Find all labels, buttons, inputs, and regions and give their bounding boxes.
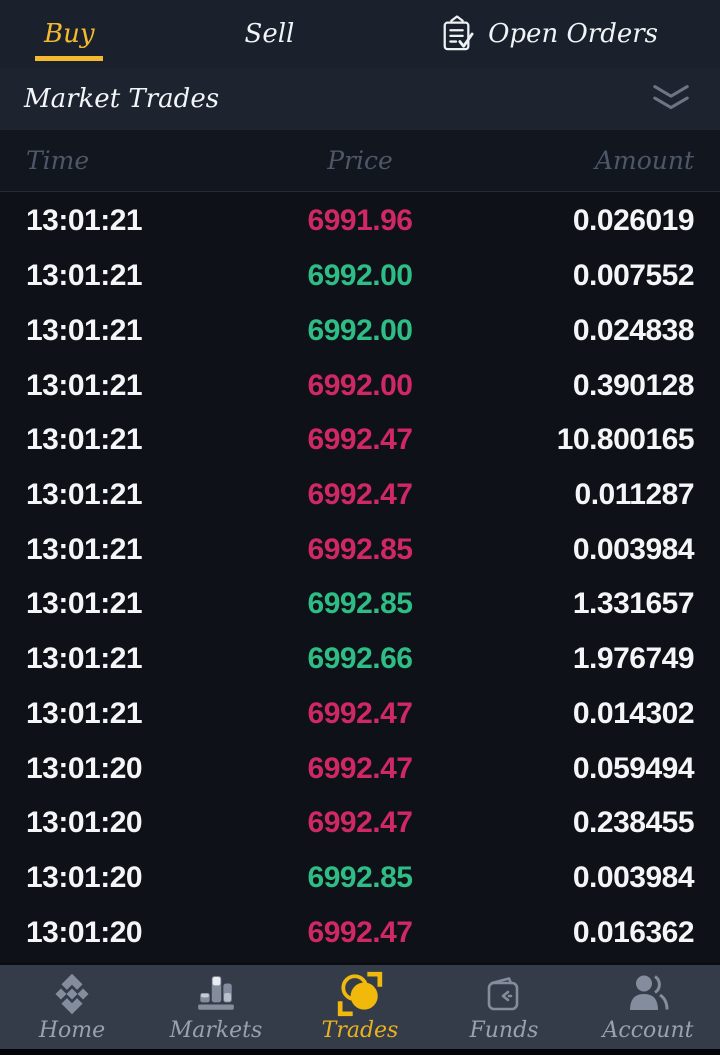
trade-time: 13:01:21: [26, 642, 143, 676]
trade-price: 6992.47: [307, 751, 413, 785]
trade-time: 13:01:21: [26, 368, 143, 402]
trade-time: 13:01:21: [26, 313, 143, 347]
trade-time: 13:01:21: [26, 532, 143, 566]
trade-time: 13:01:20: [26, 806, 143, 840]
nav-label: Home: [38, 1018, 106, 1043]
binance-logo-icon: [49, 972, 95, 1016]
open-orders-icon: [443, 15, 474, 51]
nav-label: Markets: [169, 1018, 263, 1043]
trade-row: 13:01:21 6992.85 0.003984: [0, 522, 720, 577]
trade-row: 13:01:21 6992.47 0.011287: [0, 468, 720, 523]
tab-sell[interactable]: Sell: [245, 0, 295, 68]
top-tab-bar: Buy Sell Open Orders: [0, 0, 720, 68]
market-trades-bar: Market Trades: [0, 68, 720, 130]
trade-row: 13:01:21 6992.00 0.007552: [0, 249, 720, 304]
trade-amount: 0.003984: [572, 532, 695, 566]
trade-row: 13:01:20 6992.47 0.238455: [0, 796, 720, 851]
trade-amount: 0.026019: [572, 204, 695, 238]
nav-item-account[interactable]: Account: [576, 965, 720, 1049]
active-tab-underline: [35, 56, 104, 61]
nav-item-funds[interactable]: Funds: [432, 965, 576, 1049]
trade-time: 13:01:21: [26, 587, 143, 621]
nav-item-markets[interactable]: Markets: [144, 965, 288, 1049]
trade-amount: 0.007552: [572, 259, 695, 293]
trade-price: 6991.96: [307, 204, 413, 238]
tab-open-orders[interactable]: Open Orders: [440, 0, 658, 68]
section-title: Market Trades: [24, 84, 220, 114]
trade-price: 6992.47: [307, 915, 413, 949]
wallet-icon: [484, 972, 524, 1016]
bottom-nav: Home Markets Trades Funds Account: [0, 962, 720, 1049]
trade-price: 6992.47: [307, 806, 413, 840]
trade-amount: 1.976749: [572, 642, 695, 676]
trade-time: 13:01:21: [26, 259, 143, 293]
trade-amount: 10.800165: [556, 423, 695, 457]
chevron-double-down-icon[interactable]: [650, 82, 692, 116]
trades-list: 13:01:21 6991.96 0.026019 13:01:21 6992.00 0.…: [0, 192, 720, 962]
trade-time: 13:01:21: [26, 696, 143, 730]
trade-time: 13:01:21: [26, 204, 143, 238]
column-header-time: Time: [26, 146, 90, 175]
trade-row: 13:01:20 6992.85 0.003984: [0, 851, 720, 906]
bottom-strip: [0, 1049, 720, 1055]
trade-price: 6992.00: [307, 313, 413, 347]
trade-amount: 0.390128: [572, 368, 695, 402]
trade-price: 6992.66: [307, 642, 413, 676]
nav-label: Trades: [321, 1018, 399, 1043]
trade-price: 6992.47: [307, 477, 413, 511]
trade-row: 13:01:21 6992.00 0.390128: [0, 358, 720, 413]
trade-price: 6992.85: [307, 587, 413, 621]
column-header-price: Price: [327, 146, 393, 175]
trade-price: 6992.00: [307, 259, 413, 293]
trade-time: 13:01:21: [26, 477, 143, 511]
nav-item-home[interactable]: Home: [0, 965, 144, 1049]
nav-label: Account: [602, 1018, 694, 1043]
trade-time: 13:01:20: [26, 751, 143, 785]
person-icon: [625, 972, 671, 1016]
trade-amount: 0.014302: [572, 696, 695, 730]
trade-row: 13:01:21 6992.00 0.024838: [0, 303, 720, 358]
coins-exchange-icon: [336, 971, 384, 1017]
trade-amount: 0.003984: [572, 860, 695, 894]
trade-price: 6992.47: [307, 696, 413, 730]
trade-time: 13:01:20: [26, 915, 143, 949]
column-header-amount: Amount: [594, 146, 695, 175]
trade-amount: 0.059494: [572, 751, 695, 785]
trade-price: 6992.85: [307, 860, 413, 894]
nav-label: Funds: [469, 1018, 539, 1043]
bar-chart-icon: [195, 972, 237, 1016]
tab-buy-label: Buy: [44, 19, 95, 49]
tab-buy[interactable]: Buy: [35, 0, 104, 68]
trade-amount: 1.331657: [572, 587, 695, 621]
trade-row: 13:01:21 6991.96 0.026019: [0, 194, 720, 249]
table-header: Time Price Amount: [0, 130, 720, 192]
trade-price: 6992.00: [307, 368, 413, 402]
trade-time: 13:01:20: [26, 860, 143, 894]
trade-amount: 0.238455: [572, 806, 695, 840]
trade-row: 13:01:21 6992.47 0.014302: [0, 686, 720, 741]
trade-row: 13:01:20 6992.47 0.016362: [0, 905, 720, 960]
trade-row: 13:01:21 6992.85 1.331657: [0, 577, 720, 632]
trade-amount: 0.024838: [572, 313, 695, 347]
trade-row: 13:01:20 6992.47 0.059494: [0, 741, 720, 796]
nav-item-trades[interactable]: Trades: [288, 965, 432, 1049]
trade-amount: 0.011287: [574, 477, 695, 511]
trade-row: 13:01:21 6992.66 1.976749: [0, 632, 720, 687]
trade-row: 13:01:21 6992.47 10.800165: [0, 413, 720, 468]
trade-price: 6992.47: [307, 423, 413, 457]
trade-amount: 0.016362: [572, 915, 695, 949]
trade-price: 6992.85: [307, 532, 413, 566]
tab-open-orders-label: Open Orders: [488, 19, 658, 49]
tab-sell-label: Sell: [244, 19, 295, 49]
trade-time: 13:01:21: [26, 423, 143, 457]
